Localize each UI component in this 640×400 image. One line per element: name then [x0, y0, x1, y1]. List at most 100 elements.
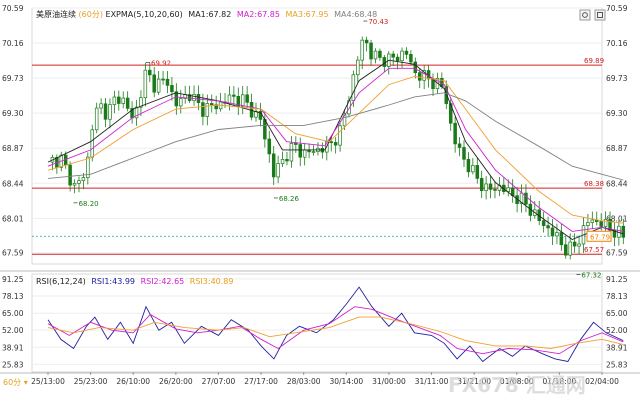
candle-body [360, 39, 364, 61]
candle-body [121, 97, 125, 104]
y-tick-label-right: 70.16 [606, 39, 628, 48]
x-tick-label: 31/00:00 [372, 377, 406, 386]
x-tick-label: 01/08:00 [500, 377, 534, 386]
candle-body [285, 159, 289, 162]
candle-body [444, 86, 449, 104]
y-tick-label-right: 68.44 [606, 179, 628, 188]
annotation-label: 68.20 [79, 200, 99, 208]
ma3-value: MA3:67.95 [286, 10, 329, 19]
candle-body [404, 50, 409, 55]
candle-body [422, 70, 426, 81]
candle-body [586, 222, 590, 227]
candle-body [143, 69, 148, 99]
y-tick-label-right: 69.73 [606, 74, 628, 83]
candle-body [373, 50, 378, 60]
y-tick-label-right: 68.01 [606, 214, 628, 223]
svg-text:RSI(6,12,24) RSI1:43.99: RSI(6,12,24) RSI1:43.99 RSI2:42.65 RSI3:… [36, 277, 233, 286]
annotation-label: 67.32 [581, 272, 601, 280]
rsi3-value: RSI3:40.89 [190, 277, 234, 286]
rsi-line-rsi3 [47, 316, 624, 349]
x-tick-label: 25/23:00 [74, 377, 108, 386]
level-lines: 69.89 68.38 67.57 [32, 57, 604, 255]
candle-body [267, 138, 272, 155]
x-tick-label: 27/17:00 [244, 377, 278, 386]
rsi-indicator-name: RSI(6,12,24) [36, 277, 86, 286]
candle-body [506, 187, 510, 192]
rsi-panel-frame [31, 273, 603, 373]
maximize-icon[interactable] [594, 9, 606, 21]
rsi-y-tick-label-right: 78.13 [606, 292, 628, 301]
level-label: 67.57 [584, 246, 604, 254]
candle-body [369, 42, 373, 60]
candle-body [201, 102, 205, 117]
y-tick-label-left: 69.30 [2, 109, 24, 118]
last-price-box [586, 230, 612, 242]
candle-body [550, 227, 555, 237]
candle-body [289, 143, 294, 162]
x-tick-label: 31/21:00 [457, 377, 491, 386]
candle-body [179, 98, 183, 107]
rsi-y-tick-label-right: 52.00 [606, 326, 628, 335]
candle-body [559, 232, 564, 246]
gear-icon[interactable] [579, 9, 591, 21]
candle-body [271, 153, 276, 178]
candle-body [280, 159, 285, 164]
annotation-label: 69.92 [151, 60, 171, 68]
rsi-y-tick-label-left: 25.83 [2, 360, 24, 369]
candle-body [302, 149, 307, 158]
last-price-marker: 67.79 [32, 230, 612, 242]
x-tick-label: 25/13:00 [31, 377, 65, 386]
candle-body [572, 241, 577, 247]
rsi-lines [47, 286, 624, 363]
candle-body [139, 97, 143, 108]
level-label: 68.38 [584, 180, 604, 188]
rsi2-value: RSI2:42.65 [141, 277, 185, 286]
watermark: FX678 汇通网 [448, 373, 586, 397]
candle-body [90, 129, 95, 158]
y-tick-label-right: 69.30 [606, 109, 628, 118]
price-annotations: 70.43 69.92 68.20 68.26 67.32 [73, 18, 601, 280]
candle-body [351, 74, 356, 102]
y-tick-label-left: 70.16 [2, 39, 24, 48]
x-tick-label: 30/14:00 [329, 377, 363, 386]
instrument-name: 美原油连续 [36, 9, 76, 19]
candle-body [94, 107, 99, 131]
candle-body [382, 57, 387, 67]
candle-body [378, 50, 382, 58]
candle-body [311, 151, 316, 153]
price-panel-frame [31, 7, 603, 265]
candle-body [466, 158, 471, 173]
candle-body [68, 164, 72, 186]
rsi-y-tick-label-left: 52.00 [2, 326, 24, 335]
candle-body [112, 96, 117, 105]
candle-body [546, 225, 550, 229]
candle-body [409, 54, 413, 63]
candle-body [493, 189, 497, 191]
candle-body [395, 56, 400, 62]
annotation-label: 70.43 [368, 18, 388, 26]
candle-body [599, 221, 603, 227]
candle-body [254, 110, 258, 118]
candle-body [263, 119, 267, 140]
candle-body [161, 78, 165, 81]
candle-body [72, 182, 77, 186]
ma-line-ma3 [47, 76, 624, 224]
rsi-y-tick-label-left: 65.00 [2, 309, 24, 318]
grid [32, 7, 602, 365]
candle-body [564, 244, 568, 256]
y-axis-left: 70.59 70.16 69.73 69.30 68.87 68.44 68.01 67.59 [2, 4, 24, 258]
y-axis-right: 70.59 70.16 69.73 69.30 68.87 68.44 68.01 67.59 [606, 4, 628, 258]
candle-body [156, 78, 161, 93]
candle-body [471, 165, 475, 173]
candle-body [134, 106, 139, 119]
rsi-y-tick-label-right: 38.91 [606, 343, 628, 352]
candle-body [152, 74, 156, 93]
candle-body [338, 125, 342, 146]
rsi-y-tick-label-right: 65.00 [606, 309, 628, 318]
period-label: (60分) [79, 10, 103, 19]
period-selector[interactable]: 60分 ▾ [3, 378, 28, 387]
candle-body [298, 144, 303, 158]
ma-line-ma4 [47, 92, 624, 181]
candle-body [86, 156, 90, 178]
candle-body [205, 103, 210, 117]
